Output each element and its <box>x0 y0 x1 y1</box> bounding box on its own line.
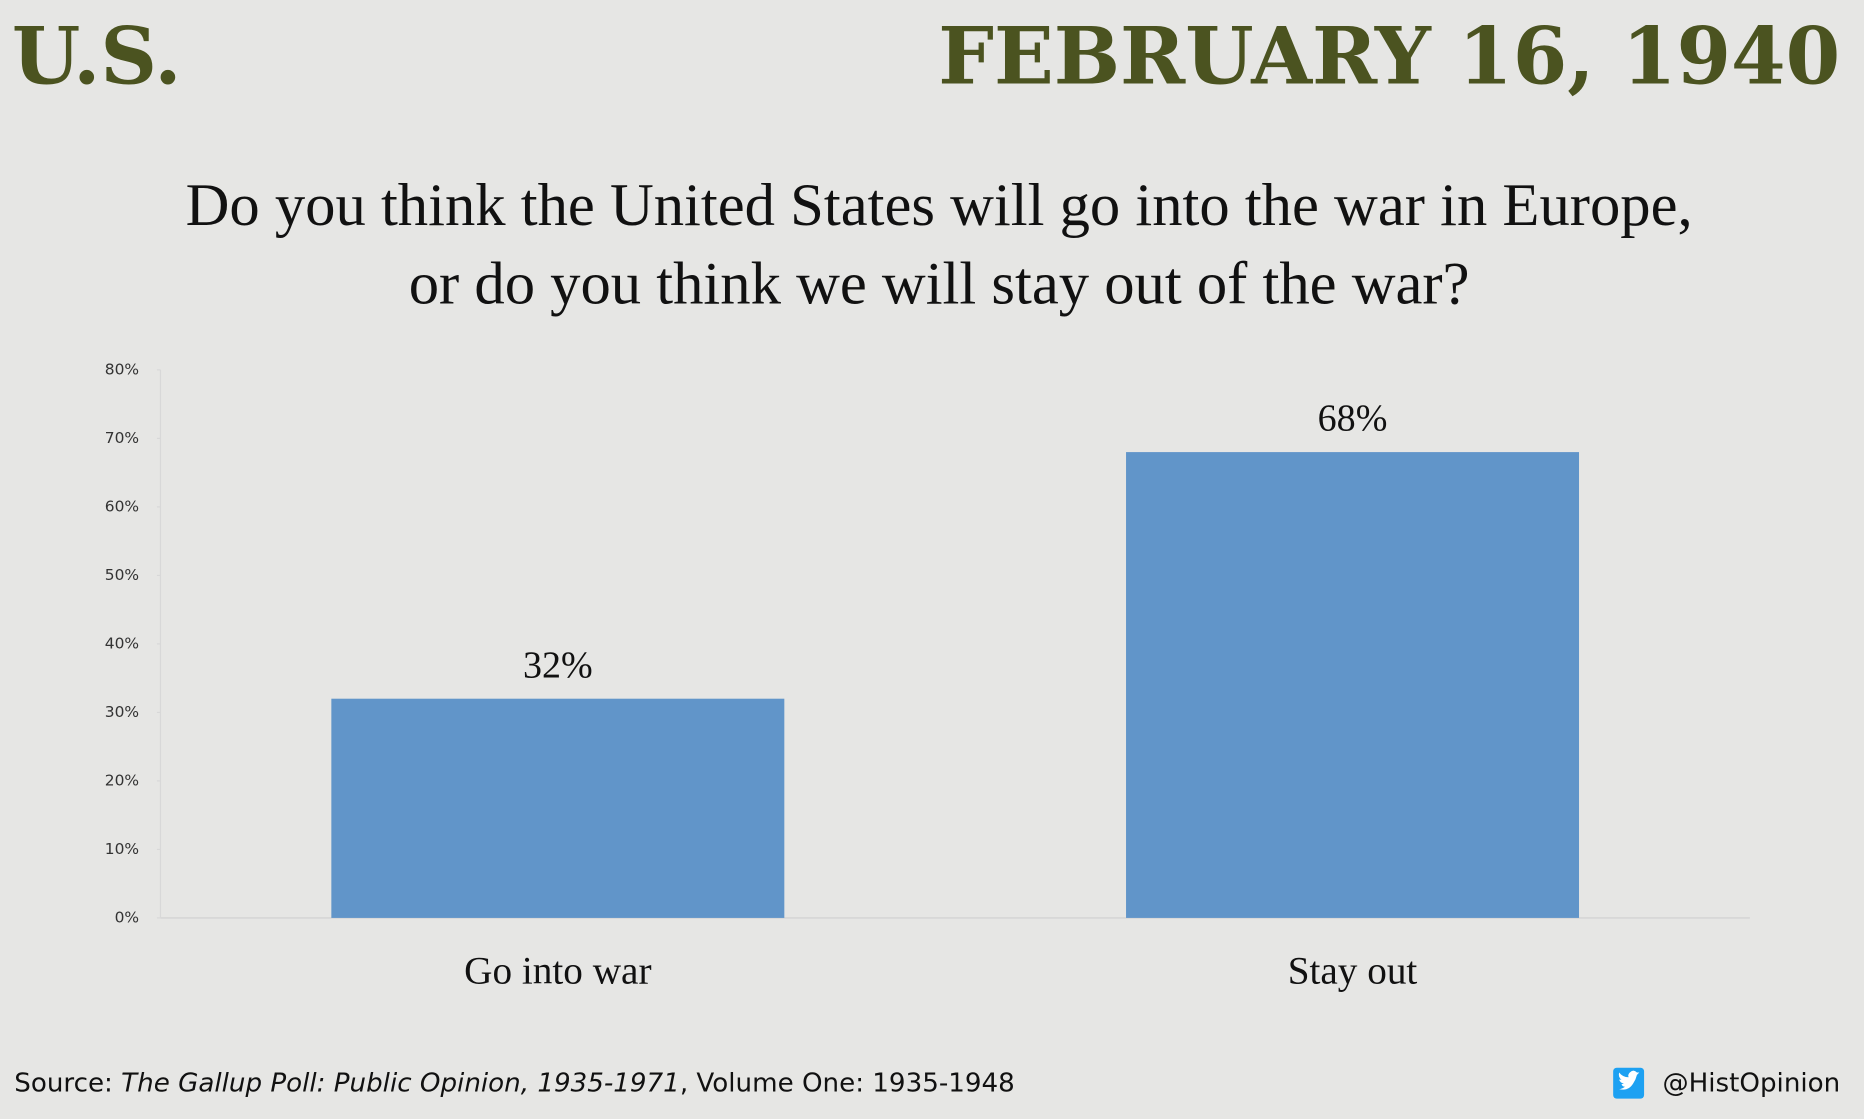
chart-title: Do you think the United States will go i… <box>185 172 1693 318</box>
bar <box>331 698 785 918</box>
source: Source: The Gallup Poll: Public Opinion,… <box>14 1068 1015 1098</box>
bar <box>1126 452 1580 918</box>
header-left: U.S. <box>12 9 182 102</box>
title-box: Do you think the United States will go i… <box>185 172 1693 318</box>
source-title: The Gallup Poll: Public Opinion, 1935-19… <box>121 1068 680 1098</box>
twitter-bird <box>1618 1070 1640 1090</box>
data-label: 68% <box>1318 398 1388 440</box>
y-tick-label: 40% <box>105 634 139 652</box>
y-tick-label: 0% <box>115 908 140 926</box>
y-tick-label: 80% <box>105 360 139 378</box>
y-tick-label: 20% <box>105 771 139 789</box>
y-tick-label: 70% <box>105 429 139 447</box>
x-tick-label: Go into war <box>464 949 651 992</box>
source-label: Source: <box>14 1068 113 1098</box>
source-detail: , Volume One: 1935-1948 <box>680 1068 1015 1098</box>
data-label: 32% <box>523 644 593 686</box>
y-tick-label: 10% <box>105 840 139 858</box>
y-tick-label: 60% <box>105 497 139 515</box>
header-right: FEBRUARY 16, 1940 <box>938 9 1840 102</box>
y-tick-label: 50% <box>105 566 139 584</box>
handle: @HistOpinion <box>1662 1068 1840 1098</box>
x-tick-label: Stay out <box>1288 949 1418 992</box>
y-tick-label: 30% <box>105 703 139 721</box>
